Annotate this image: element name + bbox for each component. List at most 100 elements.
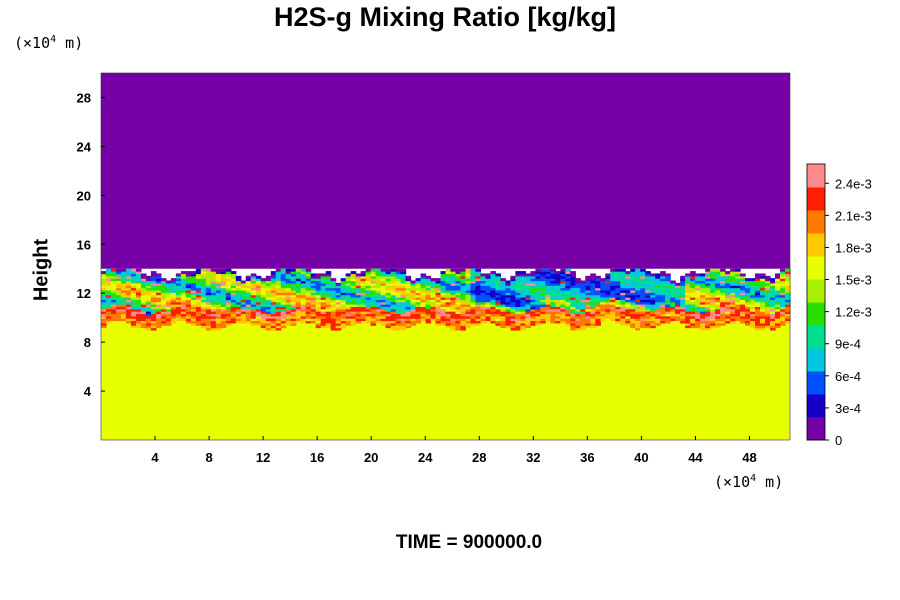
field-cell bbox=[320, 273, 327, 277]
field-cell bbox=[465, 278, 472, 282]
field-cell bbox=[560, 313, 566, 317]
field-cell bbox=[585, 294, 591, 298]
field-cell bbox=[175, 301, 182, 305]
field-cell bbox=[155, 315, 162, 319]
field-cell bbox=[655, 320, 661, 324]
field-cell bbox=[330, 318, 337, 322]
field-cell bbox=[755, 292, 761, 296]
field-cell bbox=[750, 322, 756, 326]
field-cell bbox=[150, 313, 157, 317]
field-cell bbox=[140, 280, 147, 284]
field-cell bbox=[205, 304, 212, 307]
field-cell bbox=[325, 322, 332, 326]
field-cell bbox=[405, 287, 412, 291]
field-cell bbox=[290, 280, 297, 284]
field-cell bbox=[425, 318, 432, 322]
field-cell bbox=[620, 322, 626, 326]
field-cell bbox=[455, 273, 462, 277]
field-cell bbox=[520, 327, 526, 331]
field-cell bbox=[395, 294, 402, 298]
field-cell bbox=[735, 287, 741, 291]
field-cell bbox=[375, 268, 382, 272]
field-cell bbox=[345, 294, 352, 298]
field-cell bbox=[595, 289, 601, 293]
field-cell bbox=[430, 287, 437, 291]
field-cell bbox=[760, 292, 766, 296]
field-cell bbox=[750, 296, 756, 300]
field-cell bbox=[175, 308, 182, 312]
field-cell bbox=[755, 308, 761, 312]
field-cell bbox=[350, 311, 357, 315]
field-cell bbox=[505, 315, 512, 319]
field-cell bbox=[570, 285, 576, 289]
field-cell bbox=[325, 292, 332, 296]
field-cell bbox=[350, 273, 357, 277]
field-cell bbox=[735, 315, 741, 319]
field-cell bbox=[365, 268, 372, 272]
field-cell bbox=[495, 301, 502, 305]
field-cell bbox=[580, 280, 586, 284]
field-cell bbox=[565, 299, 571, 303]
field-cell bbox=[685, 308, 691, 312]
field-cell bbox=[220, 294, 227, 298]
field-cell bbox=[350, 299, 357, 303]
field-cell bbox=[575, 315, 581, 319]
field-cell bbox=[300, 280, 307, 284]
field-cell bbox=[665, 292, 671, 296]
field-cell bbox=[765, 287, 771, 291]
field-cell bbox=[720, 289, 726, 293]
field-cell bbox=[360, 289, 367, 293]
field-cell bbox=[540, 304, 546, 307]
field-cell bbox=[510, 289, 516, 293]
field-cell bbox=[150, 299, 157, 303]
field-cell bbox=[605, 278, 611, 282]
field-cell bbox=[105, 301, 112, 305]
field-cell bbox=[515, 271, 521, 275]
field-cell bbox=[160, 304, 167, 307]
field-cell bbox=[695, 299, 701, 303]
field-cell bbox=[710, 289, 716, 293]
field-cell bbox=[395, 306, 402, 310]
field-cell bbox=[455, 282, 462, 286]
field-cell bbox=[735, 294, 741, 298]
field-cell bbox=[775, 294, 781, 298]
field-cell bbox=[525, 292, 531, 296]
field-cell bbox=[725, 299, 731, 303]
field-cell bbox=[740, 294, 746, 298]
field-cell bbox=[360, 280, 367, 284]
field-cell bbox=[775, 292, 781, 296]
field-cell bbox=[205, 308, 212, 312]
field-cell bbox=[425, 296, 432, 300]
field-cell bbox=[115, 315, 122, 319]
field-cell bbox=[585, 308, 591, 312]
field-cell bbox=[290, 322, 297, 326]
field-cell bbox=[250, 304, 257, 307]
field-cell bbox=[755, 294, 761, 298]
field-cell bbox=[715, 282, 721, 286]
field-cell bbox=[400, 306, 407, 310]
field-cell bbox=[675, 296, 681, 300]
field-cell bbox=[445, 304, 452, 307]
field-cell bbox=[485, 278, 492, 282]
field-cell bbox=[160, 278, 167, 282]
field-cell bbox=[435, 289, 442, 293]
field-cell bbox=[365, 285, 372, 289]
field-cell bbox=[195, 304, 202, 307]
field-cell bbox=[755, 320, 761, 324]
field-cell bbox=[200, 275, 207, 279]
field-cell bbox=[395, 280, 402, 284]
field-cell bbox=[310, 299, 317, 303]
field-cell bbox=[150, 273, 157, 277]
field-cell bbox=[730, 318, 736, 322]
field-cell bbox=[650, 315, 656, 319]
field-cell bbox=[395, 282, 402, 286]
field-cell bbox=[480, 299, 487, 303]
field-cell bbox=[580, 301, 586, 305]
field-cell bbox=[605, 313, 611, 317]
field-cell bbox=[145, 320, 152, 324]
field-cell bbox=[625, 313, 631, 317]
field-cell bbox=[135, 271, 142, 275]
field-cell bbox=[690, 299, 696, 303]
field-cell bbox=[770, 296, 776, 300]
field-cell bbox=[640, 318, 646, 322]
